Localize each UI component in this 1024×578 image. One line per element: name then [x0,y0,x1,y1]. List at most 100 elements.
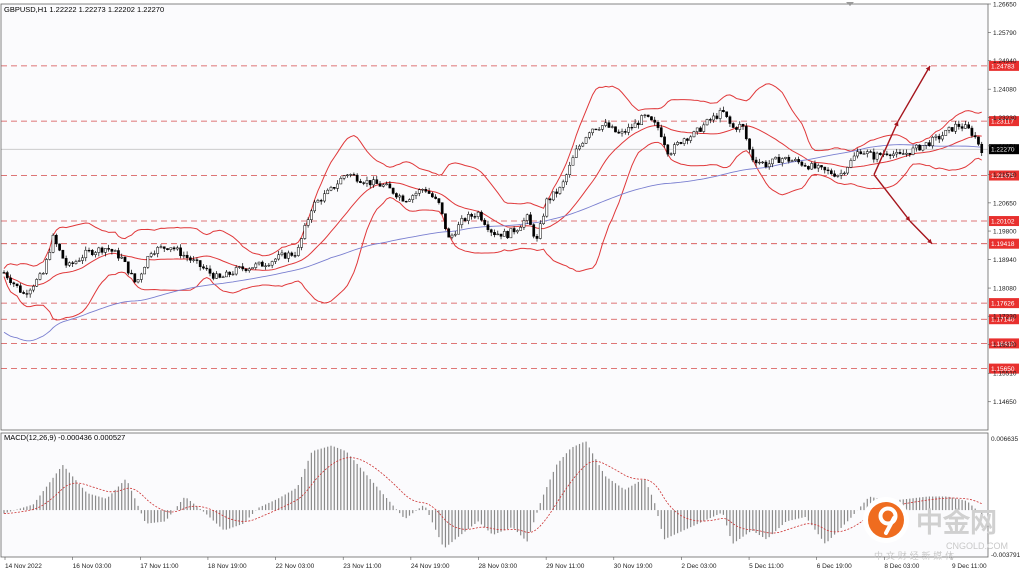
forecast-down-leg-2-head [927,238,932,244]
candle-bear [25,293,29,295]
candle-bull [597,129,601,131]
candle-bear [623,131,627,133]
candle-bull [251,267,254,270]
candle-bear [797,159,800,163]
candle-bull [604,122,608,126]
candle-bear [741,124,745,127]
candle-bull [146,256,150,268]
candle-bull [682,138,686,144]
candle-bear [937,135,941,140]
x-tick-label: 9 Dec 11:00 [952,563,987,570]
candle-bear [823,166,827,171]
candle-bear [653,119,657,123]
candle-bear [686,138,689,141]
macd-frame [0,432,989,558]
y-tick-label: 1.24940 [993,58,1017,65]
candle-bear [751,149,755,161]
candle-bear [646,114,650,117]
level-label: 1.24783 [991,63,1015,70]
candle-bear [594,128,598,131]
x-tick-label: 30 Nov 19:00 [614,563,653,570]
candle-bull [673,144,676,154]
candle-bear [977,136,980,145]
candle-bear [355,174,359,182]
candle-bull [895,152,899,155]
candle-bear [901,153,905,155]
candle-bull [591,128,594,134]
candle-bull [522,220,526,228]
candle-bear [898,152,902,154]
candle-bull [601,125,604,130]
candle-bear [290,252,294,256]
candle-bear [205,267,209,270]
candle-bull [385,183,388,186]
candle-bear [800,161,804,166]
candle-bear [362,182,366,184]
candle-bear [957,123,961,127]
candle-bear [754,159,758,164]
candle-bull [225,271,228,278]
level-label: 1.16410 [991,341,1015,348]
candle-bear [506,231,509,239]
level-label: 1.20102 [991,219,1015,226]
candle-bear [110,249,114,252]
candle-bull [221,276,225,278]
candle-bull [610,126,614,128]
candle-bull [914,144,918,149]
candle-bear [950,127,954,132]
candle-bear [744,126,748,140]
candle-bear [5,272,9,279]
candle-bull [780,158,784,163]
bollinger-lower [3,141,982,321]
candle-bear [813,163,817,169]
forecast-down-leg-2 [909,220,933,245]
candle-bear [162,246,166,249]
candle-bull [120,256,124,259]
candle-bull [568,164,572,175]
x-tick-label: 6 Dec 19:00 [817,563,852,570]
price-frame [0,3,989,431]
candle-bull [620,131,624,134]
candle-bull [931,137,935,147]
candle-bull [35,279,39,287]
candle-bull [941,135,944,140]
candle-bull [192,259,196,261]
candle-bull [558,187,562,194]
candle-bull [460,218,464,226]
watermark-brand: 中金网 [916,507,997,539]
candle-bull [231,273,235,276]
candle-bear [764,161,768,168]
x-tick-label: 28 Nov 03:00 [479,563,518,570]
candle-bear [388,183,392,189]
candle-bull [669,153,673,155]
candle-bull [767,163,771,168]
candle-bull [238,266,241,268]
candle-bear [179,247,182,257]
candle-bull [793,159,797,161]
candle-bear [463,218,467,221]
candle-bear [735,127,738,130]
candle-bull [627,127,630,133]
candle-bear [166,248,169,250]
candle-bull [816,165,820,169]
candle-bear [666,144,670,155]
candle-bull [839,172,843,176]
candle-bear [970,127,974,136]
candle-bull [310,210,313,220]
candle-bull [159,246,163,248]
candle-bear [928,142,931,147]
candle-bull [565,174,568,183]
candle-bull [153,253,156,255]
y-tick-label: 1.20650 [993,200,1017,207]
candle-bull [875,152,879,160]
candle-bear [2,272,6,274]
candle-bear [359,181,362,183]
y-tick-label: 1.21510 [993,172,1017,179]
candle-bull [774,156,778,160]
candle-bear [826,169,830,171]
candle-bear [434,196,437,199]
candle-bear [728,116,732,124]
candle-bear [489,229,493,233]
candle-bull [954,123,957,132]
